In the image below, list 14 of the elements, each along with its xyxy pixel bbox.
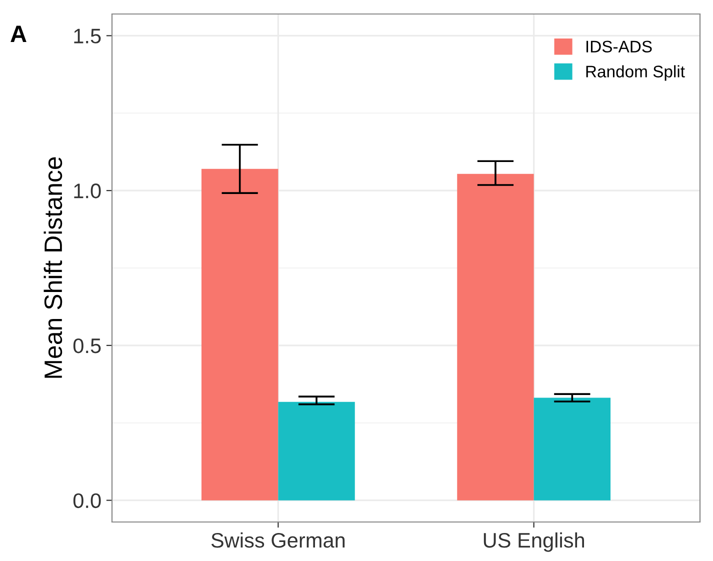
bar bbox=[201, 168, 278, 500]
bar bbox=[534, 398, 611, 500]
legend-label: IDS-ADS bbox=[586, 40, 652, 52]
y-tick-label: 0.0 bbox=[73, 493, 101, 508]
y-tick-label: 0.5 bbox=[73, 338, 101, 354]
y-tick-label: 1.5 bbox=[74, 28, 101, 44]
text: A bbox=[10, 26, 26, 42]
legend-label: Random Split bbox=[586, 65, 685, 81]
bar bbox=[278, 402, 355, 500]
bar bbox=[457, 174, 534, 500]
x-tick-label: Swiss German bbox=[211, 532, 345, 548]
y-tick-label: 1.0 bbox=[74, 184, 101, 198]
y-axis-title: Mean Shift Distance bbox=[44, 157, 62, 378]
x-tick-label: US English bbox=[484, 532, 584, 552]
